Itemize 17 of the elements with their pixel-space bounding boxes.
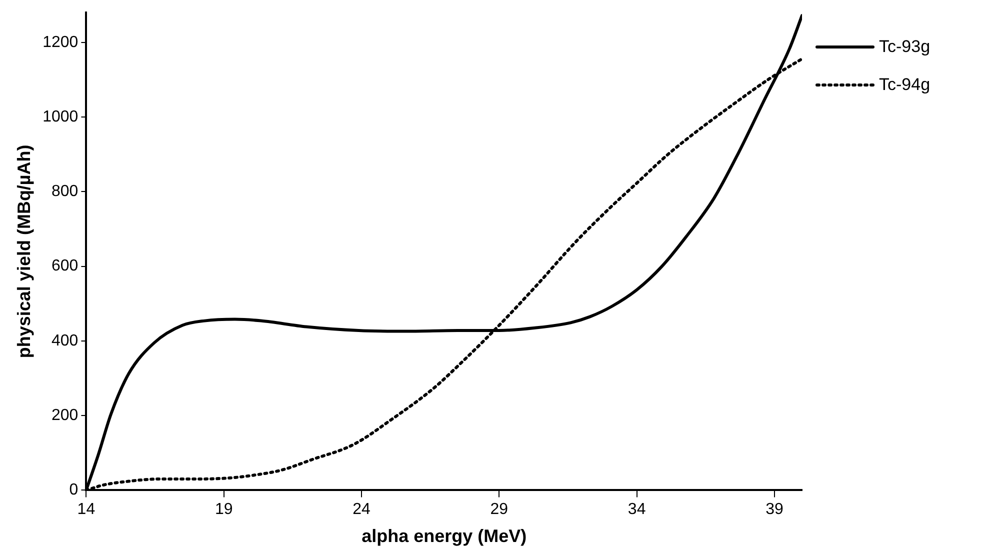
- x-tick-label: 19: [214, 501, 233, 518]
- legend-label: Tc-94g: [879, 75, 930, 95]
- y-tick-label: 0: [69, 482, 78, 499]
- y-tick-label: 1000: [42, 108, 78, 126]
- y-tick-label: 800: [51, 183, 78, 200]
- x-tick-label: 29: [490, 501, 508, 518]
- y-axis-title: physical yield (MBq/µAh): [14, 144, 34, 358]
- x-tick-label: 34: [628, 501, 646, 518]
- x-tick-label: 14: [77, 501, 96, 518]
- y-tick-label: 200: [51, 406, 78, 424]
- x-tick-label: 24: [352, 501, 371, 518]
- y-tick-label: 600: [51, 258, 78, 275]
- y-tick-label: 400: [51, 332, 78, 350]
- y-tick-label: 1200: [42, 34, 78, 51]
- legend-label: Tc-93g: [879, 37, 930, 57]
- x-axis-title: alpha energy (MeV): [362, 526, 527, 546]
- x-tick-label: 39: [766, 501, 784, 518]
